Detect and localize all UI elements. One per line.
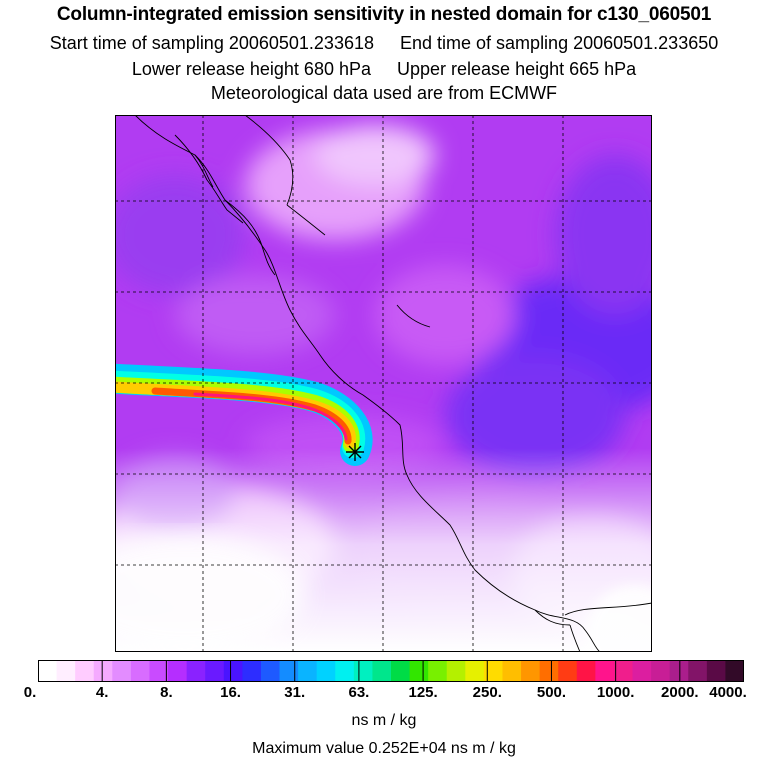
colorbar-swatch	[372, 660, 392, 682]
map-frame	[115, 115, 652, 652]
colorbar-swatch	[186, 660, 206, 682]
colorbar-tick-label: 1000.	[596, 684, 635, 701]
colorbar-swatch	[353, 660, 373, 682]
sampling-times: Start time of sampling 20060501.233618 En…	[0, 33, 768, 54]
colorbar	[38, 660, 744, 682]
colorbar-swatch	[632, 660, 652, 682]
colorbar-swatch	[483, 660, 503, 682]
met-data-label: Meteorological data used are from ECMWF	[210, 83, 558, 103]
colorbar-swatch	[502, 660, 522, 682]
colorbar-swatch	[521, 660, 541, 682]
colorbar-swatch	[669, 660, 689, 682]
release-heights: Lower release height 680 hPa Upper releas…	[0, 59, 768, 80]
end-time-label: End time of sampling 20060501.233650	[400, 33, 719, 53]
plume	[115, 363, 373, 466]
plot-title: Column-integrated emission sensitivity i…	[56, 4, 712, 25]
colorbar-swatch	[223, 660, 243, 682]
colorbar-swatch	[465, 660, 485, 682]
colorbar-swatch	[651, 660, 671, 682]
colorbar-swatch	[613, 660, 634, 682]
colorbar-swatch	[38, 660, 58, 682]
upper-release-label: Upper release height 665 hPa	[397, 59, 637, 79]
colorbar-swatch	[316, 660, 336, 682]
start-time-label: Start time of sampling 20060501.233618	[49, 33, 374, 53]
colorbar-tick-label: 16.	[220, 684, 241, 701]
colorbar-tick-label: 31.	[284, 684, 306, 701]
colorbar-swatch	[298, 660, 318, 682]
colorbar-tick-labels: 0. 4. 8. 16. 31. 63. 125. 250. 500. 1000. 2000. 400…	[0, 684, 768, 704]
colorbar-swatch	[576, 660, 596, 682]
sensitivity-map	[115, 115, 652, 652]
colorbar-swatch	[279, 660, 299, 682]
colorbar-swatch	[75, 660, 95, 682]
colorbar-swatch	[205, 660, 225, 682]
colorbar-frame	[38, 660, 744, 682]
lower-release-label: Lower release height 680 hPa	[131, 59, 371, 79]
colorbar-tick-label: 2000.	[661, 684, 699, 701]
colorbar-swatch	[539, 660, 559, 682]
colorbar-swatch	[130, 660, 150, 682]
colorbar-tick-label: 4000.	[709, 684, 747, 701]
colorbar-swatch	[168, 660, 188, 682]
colorbar-swatch	[93, 660, 113, 682]
colorbar-swatch	[446, 660, 466, 682]
colorbar-swatch	[706, 660, 726, 682]
colorbar-units: ns m / kg	[351, 712, 417, 729]
colorbar-swatch	[242, 660, 262, 682]
colorbar-tick-label: 250.	[472, 684, 502, 701]
colorbar-swatch	[595, 660, 615, 682]
release-point-star-icon	[346, 443, 364, 461]
colorbar-tick-label: 63.	[348, 684, 370, 701]
colorbar-swatch	[688, 660, 708, 682]
colorbar-swatch	[725, 660, 744, 682]
colorbar-swatch	[260, 660, 281, 682]
colorbar-tick-label: 500.	[536, 684, 567, 701]
colorbar-swatch	[391, 660, 411, 682]
colorbar-swatch	[428, 660, 448, 682]
colorbar-tick-label: 0.	[23, 684, 37, 701]
colorbar-tick-label: 4.	[95, 684, 109, 701]
maximum-value-label: Maximum value 0.252E+04 ns m / kg	[252, 740, 516, 757]
colorbar-swatch	[409, 660, 429, 682]
colorbar-tick-label: 125.	[408, 684, 438, 701]
colorbar-swatch	[149, 660, 169, 682]
colorbar-swatch	[558, 660, 578, 682]
colorbar-swatch	[112, 660, 132, 682]
colorbar-tick-label: 8.	[160, 684, 173, 701]
coastlines	[134, 115, 652, 652]
colorbar-swatch	[56, 660, 76, 682]
colorbar-swatch	[335, 660, 355, 682]
